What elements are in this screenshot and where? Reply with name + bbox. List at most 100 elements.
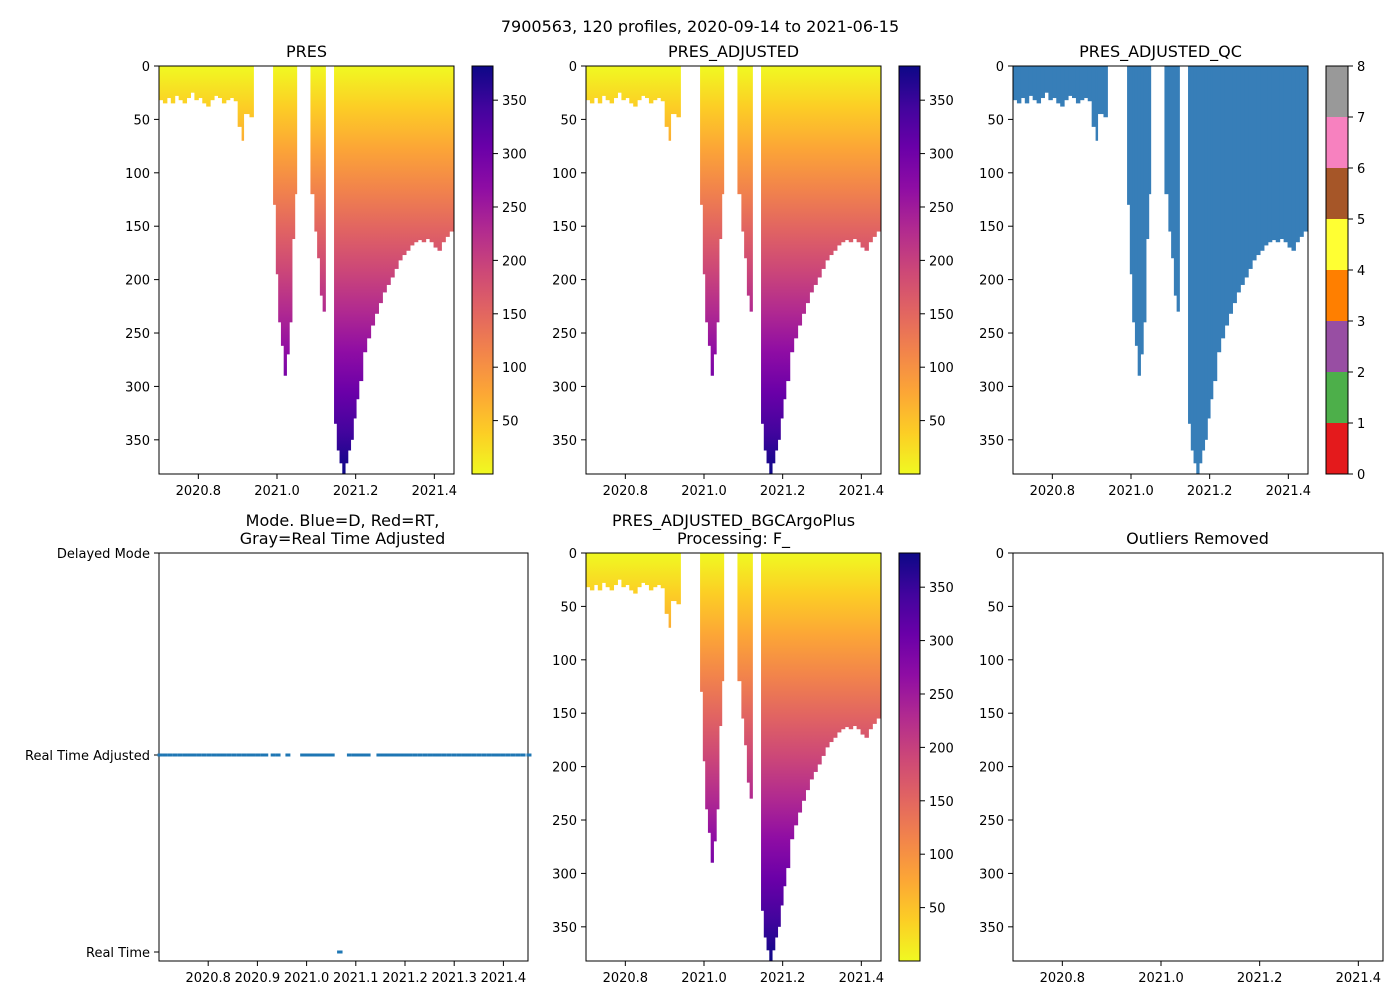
pres_qc-profile-column [1263,66,1269,246]
pres_adj-profile-column [621,66,626,101]
mode-point-rt-adjusted [520,753,524,757]
mode-point-rt-adjusted [216,753,220,757]
pres_adj-ytick-label: 50 [560,113,577,128]
pres_qc-ytick-label: 100 [979,167,1004,182]
panel-title-pres-adjusted-qc: PRES_ADJUSTED_QC [1079,42,1242,62]
pres_qc-colorbar-label: 5 [1357,213,1365,228]
mode-point-rt-adjusted [248,753,252,757]
pres-ytick-label: 300 [125,380,150,395]
outliers-ytick-label: 50 [987,600,1004,615]
pres_adj-xtick-label: 2020.8 [603,484,649,499]
mode-xtick-label: 2021.0 [284,971,330,986]
pres-profile-column [174,66,180,96]
mode-point-rt-adjusted [306,753,310,757]
pres_qc-profile-column [1196,66,1200,474]
mode-point-rt-adjusted [198,753,202,757]
pres_bgc-profile-column [670,553,677,602]
pres_qc-profile-column [1064,66,1069,101]
pres-profile-column [162,66,168,104]
mode-point-rt-adjusted [275,753,279,757]
mode-point-rt-adjusted [429,753,433,757]
mode-point-rt-adjusted [497,753,501,757]
pres_adj-profile-column [633,66,638,107]
pres-axes-frame [158,65,455,475]
pres_adj-profile-column [676,66,681,118]
pres_bgc-profile-column [705,553,709,810]
panel-title-bgc-line1: PRES_ADJUSTED_BGCArgoPlus [612,511,855,531]
pres-profile-column [202,66,207,104]
pres_qc-profile-column [1228,66,1233,314]
pres_adj-profile-column [848,66,854,243]
pres_bgc-profile-column [645,553,650,586]
pres_qc-profile-column [1013,66,1018,101]
pres_adj-xtick-label: 2021.4 [839,484,885,499]
pres-ytick-label: 250 [125,327,150,342]
pres_bgc-profile-column [744,553,748,746]
pres_adj-profile-column [797,66,803,326]
mode-point-rt-adjusted [167,753,171,757]
pres_qc-profile-column [1044,66,1049,93]
pres_bgc-profile-column [763,553,768,938]
pres_bgc-profile-column [876,553,881,719]
pres_qc-profile-column [1295,66,1300,243]
pres_bgc-profile-column [668,553,672,628]
pres_qc-ytick-label: 350 [979,434,1004,449]
mode-point-rt-adjusted [270,753,274,757]
mode-point-rt-adjusted [448,753,452,757]
pres_adj-profile-column [652,66,658,101]
mode-point-rt-adjusted [427,753,431,757]
mode-xtick-label: 2020.9 [235,971,281,986]
pres_qc-profile-column [1036,66,1042,104]
pres-profile-column [358,66,364,382]
pres_qc-profile-column [1097,66,1104,115]
pres_adj-profile-column [589,66,595,104]
pres_adj-profile-column [769,66,773,474]
pres_bgc-profile-column [641,553,646,583]
pres_bgc-profile-column [872,553,877,724]
pres_bgc-profile-column [833,553,838,738]
pres_bgc-ytick-label: 0 [569,547,577,562]
pres_qc-profile-column [1127,66,1131,205]
pres-profile-column [190,66,195,93]
pres_qc-colorbar-label: 2 [1357,366,1365,381]
pres-profile-column [356,66,360,400]
mode-point-rt-adjusted [500,753,504,757]
mode-point-rt-adjusted [412,753,416,757]
mode-xtick-label: 2021.4 [481,971,527,986]
mode-point-rt-adjusted [206,753,210,757]
pres_bgc-colorbar-label: 350 [929,581,954,596]
pres_qc-profile-column [1056,66,1061,104]
pres-colorbar-label: 100 [502,361,527,376]
pres_qc-profile-column [1236,66,1241,293]
mode-point-real-time [339,950,343,954]
pres_adj-profile-column [772,66,776,464]
pres_bgc-profile-column [710,553,714,863]
mode-point-rt-adjusted [182,753,186,757]
mode-point-rt-adjusted [441,753,445,757]
mode-axes-frame [158,552,529,962]
pres_adj-profile-column [586,66,591,101]
mode-point-rt-adjusted [285,753,289,757]
pres_bgc-ytick-label: 200 [552,761,577,776]
mode-point-rt-adjusted [403,753,407,757]
pres_bgc-profile-column [805,553,810,791]
outliers-xtick-label: 2021.0 [1138,971,1184,986]
pres_bgc-colorbar-label: 200 [929,741,954,756]
pres_adj-profile-column [789,66,795,353]
mode-point-rt-adjusted [310,753,314,757]
pres_qc-profile-column [1171,66,1175,259]
mode-point-rt-adjusted [191,753,195,757]
pres_adj-ytick-label: 200 [552,274,577,289]
mode-point-rt-adjusted [250,753,254,757]
pres_bgc-profile-column [793,553,799,826]
pres_adj-profile-column [737,66,742,195]
pres_bgc-profile-column [609,553,615,591]
mode-point-rt-adjusted [438,753,442,757]
pres_bgc-profile-column [746,553,751,783]
pres_adj-profile-column [836,66,842,246]
pres-profile-column [289,66,293,323]
pres_qc-profile-column [1137,66,1141,376]
pres_bgc-profile-column [777,553,781,927]
panel-title-mode-line1: Mode. Blue=D, Red=RT, [246,511,440,530]
outliers-xtick-label: 2021.4 [1336,971,1382,986]
